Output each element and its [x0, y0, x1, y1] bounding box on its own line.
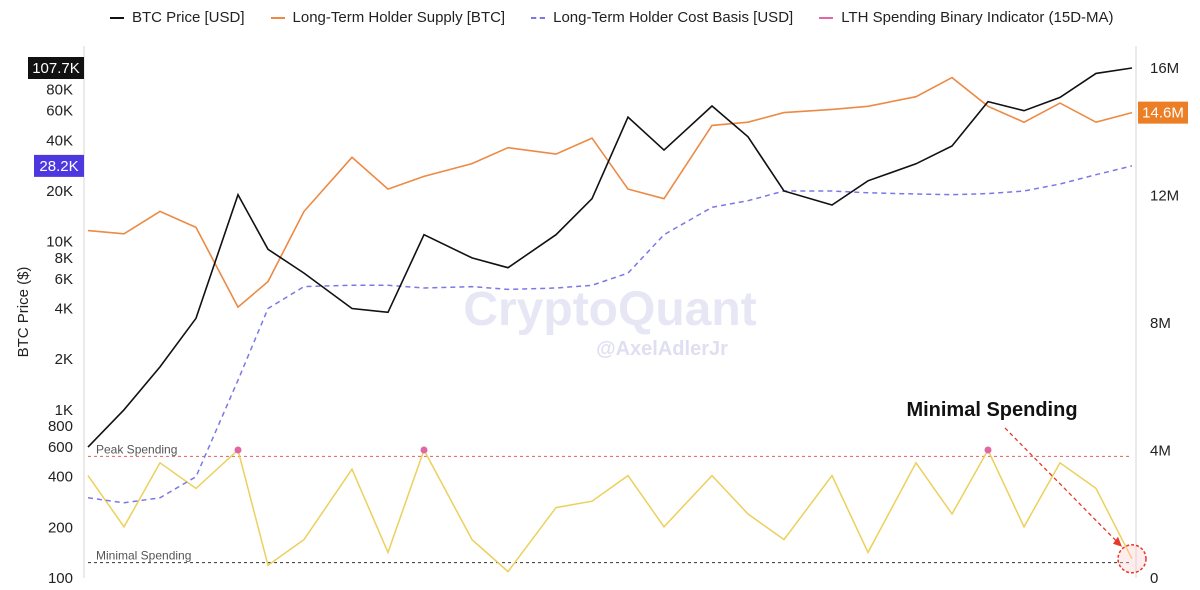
y-left-tick-label-10: 10K — [46, 234, 73, 251]
y-left-tick-label-11: 20K — [46, 183, 73, 200]
legend-item-btc-price[interactable]: BTC Price [USD] — [110, 9, 245, 26]
y-left-tick-label-5: 1K — [55, 402, 73, 419]
legend: BTC Price [USD] Long-Term Holder Supply … — [110, 9, 1114, 26]
legend-item-lth-cost-basis[interactable]: Long-Term Holder Cost Basis [USD] — [531, 9, 793, 26]
watermark-author: @AxelAdlerJr — [596, 338, 728, 360]
peak-spending-label: Peak Spending — [96, 442, 177, 456]
y-left-tick-label-8: 6K — [55, 271, 73, 288]
badge-btc-price-label: 107.7K — [32, 60, 80, 77]
legend-label-btc-price: BTC Price [USD] — [132, 9, 245, 26]
y-left-tick-label-1: 200 — [48, 519, 73, 536]
badge-lth-cost-basis-label: 28.2K — [39, 158, 78, 175]
y-left-tick-label-3: 600 — [48, 439, 73, 456]
watermark-brand: CryptoQuant — [463, 283, 756, 336]
y-left-tick-label-4: 800 — [48, 418, 73, 435]
lth-spending-peak-point-23 — [984, 446, 992, 454]
y-left-tick-label-6: 2K — [55, 351, 73, 368]
series-btc-price-line — [87, 67, 1133, 448]
series-lth-spending-line — [87, 448, 1133, 573]
legend-item-lth-supply[interactable]: Long-Term Holder Supply [BTC] — [270, 9, 506, 26]
y-left-axis-title: BTC Price ($) — [15, 267, 32, 358]
badge-btc-price — [28, 57, 84, 79]
y-left-tick-label-9: 8K — [55, 250, 73, 267]
y-right-tick-label-2: 8M — [1150, 315, 1171, 332]
y-left-tick-label-0: 100 — [48, 570, 73, 587]
y-left-tick-label-12: 40K — [46, 132, 73, 149]
minimal-spending-arrow-head — [1113, 536, 1122, 547]
y-left-tick-label-7: 4K — [55, 301, 73, 318]
minimal-spending-callout: Minimal Spending — [906, 399, 1077, 421]
y-left-tick-label-14: 80K — [46, 82, 73, 99]
legend-swatch-lth-cost-basis — [531, 16, 546, 19]
legend-item-lth-spending[interactable]: LTH Spending Binary Indicator (15D-MA) — [819, 9, 1114, 26]
y-right-tick-label-3: 12M — [1150, 188, 1179, 205]
minimal-spending-highlight-circle — [1117, 544, 1147, 574]
legend-label-lth-spending: LTH Spending Binary Indicator (15D-MA) — [841, 9, 1114, 26]
lth-spending-peak-point-9 — [420, 446, 428, 454]
y-left-tick-label-2: 400 — [48, 469, 73, 486]
badge-lth-supply — [1138, 101, 1188, 124]
legend-label-lth-supply: Long-Term Holder Supply [BTC] — [292, 9, 506, 26]
lth-spending-peak-point-4 — [234, 446, 242, 454]
series-lth-supply-line — [87, 76, 1133, 309]
legend-swatch-lth-spending — [819, 16, 834, 19]
y-right-tick-label-0: 0 — [1150, 570, 1158, 587]
badge-lth-supply-label: 14.6M — [1142, 105, 1184, 122]
legend-swatch-lth-supply — [270, 16, 285, 19]
badge-lth-cost-basis — [34, 154, 84, 177]
legend-swatch-btc-price — [110, 16, 124, 19]
minimal-spending-label: Minimal Spending — [96, 549, 191, 563]
minimal-spending-arrow-line — [1004, 427, 1123, 548]
y-right-tick-label-1: 4M — [1150, 443, 1171, 460]
legend-label-lth-cost-basis: Long-Term Holder Cost Basis [USD] — [553, 9, 794, 26]
y-right-tick-label-4: 16M — [1150, 60, 1179, 77]
y-left-tick-label-13: 60K — [46, 103, 73, 120]
